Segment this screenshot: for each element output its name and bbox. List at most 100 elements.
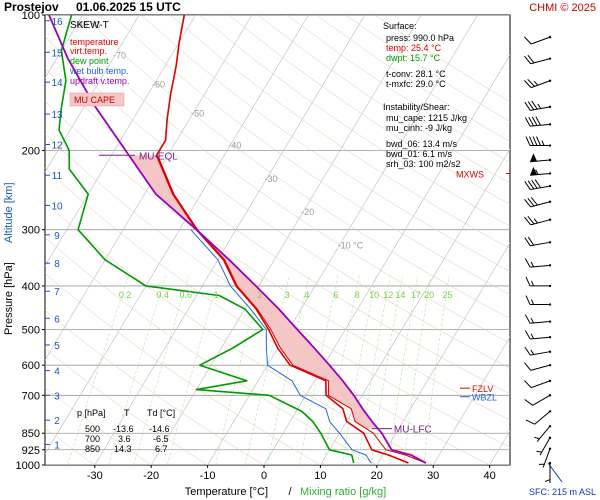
dry-adiabat [45,348,208,465]
info-panel: Surface: press: 990.0 hPa temp: 25.4 °C … [383,21,467,169]
wind-barb-flag [524,346,531,356]
altitude-tick-label: 7 [54,287,60,298]
mixing-ratio-line [133,275,189,465]
mixing-ratio-label: 14 [395,290,405,300]
wind-barb-staff [531,36,551,45]
altitude-tick-label: 2 [54,416,60,427]
wind-barb [536,436,552,456]
wind-barb-halfflag [530,317,535,324]
srh-03-value: srh_03: 100 m2/s2 [386,159,461,169]
pressure-tick-label: 700 [22,390,40,402]
pressure-tick-label: 400 [22,281,40,293]
table-header-t: T [124,408,130,418]
mixing-ratio-label: 0.4 [156,290,169,300]
surface-temp: temp: 25.4 °C [386,43,442,53]
isotherm-line [546,15,600,465]
legend-item-virt-temp: virt.temp. [70,46,107,56]
cape-legend-swatch [69,92,125,107]
wind-barb-station [548,379,552,383]
wind-barb-pennant [530,153,538,162]
sfc-label: SFC: 215 m ASL [529,487,596,497]
x-axis-title-mixing: Mixing ratio [g/kg] [300,486,386,498]
wind-barb-flag [531,100,538,110]
dry-adiabat [45,68,510,395]
isotherm-line [45,15,140,173]
wind-barb-halfflag [531,299,534,305]
mixing-ratio-line [423,275,450,465]
wind-barb [538,447,552,468]
mixing-ratio-line [67,275,129,465]
wind-barb-staff [531,380,551,389]
altitude-tick-label: 13 [51,110,63,121]
mixing-ratio-label: 8 [355,290,360,300]
mu-lfc-label: MU-LFC [394,425,432,436]
wind-barb-station [548,284,552,288]
wind-barb-flag [524,117,531,127]
wind-barb-pennant [530,166,538,176]
altitude-tick-label: 5 [54,341,60,352]
wind-barb-station [548,35,552,39]
t-mxfc: t-mxfc: 29.0 °C [386,79,446,89]
wbzl-label: WBZL [472,393,497,403]
mxws-label: MXWS [456,169,484,179]
legend-item-dew-point: dew point [70,56,109,66]
wind-barb [524,116,552,127]
wind-barb-halfflag [530,349,535,355]
wind-barb [524,215,552,226]
dry-adiabat [141,15,510,272]
wind-barb-station [548,57,552,60]
mixing-ratio-label: 6 [333,290,338,300]
wind-barb-station [548,123,552,126]
series-line-temperature [155,15,409,464]
wind-barb [524,379,552,389]
table-row-700-p: 700 [85,434,100,444]
mixing-ratio-label: 25 [443,290,453,300]
wind-barb-flag [524,216,532,226]
wind-barb-flag [527,215,535,225]
wind-barb-halfflag [541,140,545,146]
cape-area [128,155,378,429]
surface-press: press: 990.0 hPa [386,33,454,43]
table-row-850-td: 6.7 [155,444,168,454]
wind-barb-halfflag [537,103,542,109]
wind-barb-flag [524,55,532,65]
wind-barb-flag [527,101,535,110]
dry-adiabat [53,15,510,344]
wind-barb-flag [527,180,535,190]
surface-title: Surface: [383,21,417,31]
pressure-tick-label: 850 [22,428,40,440]
wind-barb-flag [528,116,535,127]
wind-barb-halfflag [533,218,538,224]
wind-barb [524,362,552,371]
bwd-06-value: bwd_06: 13.4 m/s [386,139,458,149]
wind-barb [525,136,552,147]
temperature-tick-label: -30 [87,470,103,482]
wind-barb-station [548,79,552,82]
isotherm-label: -10 °C [338,240,364,250]
temperature-tick-label: 30 [427,470,439,482]
mixing-ratio-line [357,275,391,465]
wind-barb-station [548,410,552,413]
source-credit: CHMI © 2025 [529,2,596,14]
mixing-ratio-label: 0.2 [119,290,132,300]
date-time: 01.06.2025 15 UTC [76,0,181,14]
wind-barb-flag [524,80,532,88]
wind-barb-flag [524,36,532,45]
wind-barb-flag [524,330,531,340]
wind-barb [524,100,552,111]
surface-dwpt: dwpt: 15.7 °C [386,53,441,63]
wind-barb-flag [527,54,535,64]
mixing-ratio-label: 2 [257,290,262,300]
table-row-700-t: 3.6 [118,434,131,444]
pressure-tick-label: 100 [22,10,40,22]
altitude-tick-label: 11 [52,171,63,182]
altitude-tick-label: 6 [54,314,60,325]
legend: SKEW-T temperature virt.temp. dew point … [69,20,129,107]
dry-adiabat [45,100,510,421]
mixing-ratio-label: 10 [369,290,379,300]
series-line-virt-temp [157,155,427,464]
wind-barb [530,153,552,163]
bwd-01-value: bwd_01: 6.1 m/s [386,149,453,159]
mixing-ratio-line [108,275,167,465]
